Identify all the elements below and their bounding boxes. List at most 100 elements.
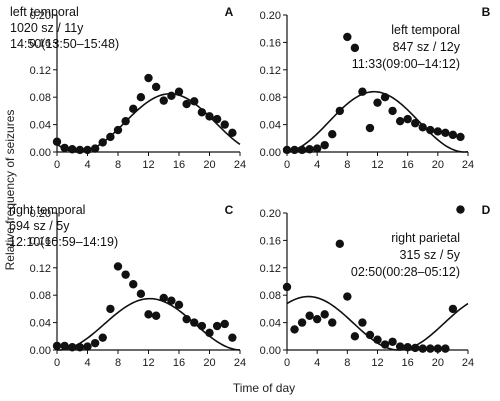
y-tick-label: 0.20 [30,10,51,22]
panel-letter: A [225,5,234,19]
data-point [358,318,367,327]
fit-curve [56,92,241,153]
x-tick-label: 20 [203,357,215,369]
y-tick-label: 0.00 [30,345,51,357]
data-point [456,132,465,142]
panel-annotation: left temporal [10,5,79,19]
data-point [282,145,292,155]
x-tick-label: 24 [462,357,474,369]
panel-annotation: 694 sz / 5y [9,219,70,233]
data-point [106,132,115,142]
data-point [129,104,138,114]
x-tick-label: 12 [371,159,383,171]
data-point [205,328,214,338]
data-point [83,342,92,351]
data-point [456,205,465,214]
data-point [312,144,322,153]
data-point [136,93,146,102]
data-point [343,292,352,301]
data-point [335,239,344,249]
data-point [426,344,435,353]
data-point [98,333,107,342]
data-point [197,108,207,117]
data-point [167,91,176,101]
data-point [411,119,420,128]
data-point [418,344,427,353]
data-point [83,145,92,155]
data-point [121,270,130,279]
panel-d: 0.00 0.04 0.08 0.12 0.16 0.20 0 4 8 12 16 20 24 right… [260,203,491,369]
panel-annotation: 14:50(13:50–15:48) [10,37,119,51]
x-tick-label: 20 [203,159,215,171]
data-point [388,337,397,346]
data-point [448,304,458,314]
data-point [159,293,168,303]
y-tick-label: 0.12 [30,65,51,77]
data-point [411,343,420,353]
data-point [212,114,222,124]
y-tick-label: 0.16 [30,235,51,247]
data-point [350,43,360,53]
data-point [312,314,322,324]
x-tick-label: 8 [115,159,121,171]
data-point [328,318,337,327]
y-tick-label: 0.04 [260,120,281,132]
x-tick-label: 0 [284,159,290,171]
data-point [358,87,367,96]
data-point [90,338,100,348]
x-tick-label: 0 [284,357,290,369]
data-point [365,123,375,133]
data-point [228,333,237,342]
data-point [190,318,199,327]
x-tick-label: 16 [173,357,185,369]
data-point [60,341,69,351]
data-point [335,106,344,116]
x-tick-label: 0 [54,357,60,369]
y-tick-label: 0.20 [260,208,281,220]
data-point [121,116,130,126]
data-point [174,300,184,309]
y-tick-label: 0.16 [30,37,51,49]
data-point [228,128,237,138]
data-point [388,106,397,116]
data-point [52,341,62,351]
data-point [328,129,337,139]
x-tick-label: 4 [314,159,320,171]
data-point [197,321,207,331]
y-tick-label: 0.00 [260,147,281,159]
data-point [182,314,191,324]
x-tick-label: 8 [344,357,350,369]
data-point [290,145,299,155]
data-point [75,343,85,352]
panel-annotation: 12:10(10:59–14:19) [9,235,118,249]
data-point [282,282,292,292]
data-point [212,321,222,331]
data-point [174,87,184,96]
y-tick-label: 0.04 [30,318,51,330]
x-tick-label: 8 [115,357,121,369]
data-point [68,145,77,154]
y-tick-label: 0.16 [260,235,281,247]
data-point [365,330,375,340]
data-point [380,340,390,349]
y-tick-label: 0.00 [260,345,281,357]
fit-curve [286,90,469,153]
data-point [151,82,161,92]
data-point [151,311,161,320]
data-point [403,343,412,352]
y-tick-label: 0.08 [260,290,281,302]
x-tick-label: 4 [314,357,320,369]
data-point [305,311,314,320]
data-point [167,296,176,305]
x-tick-label: 4 [84,159,90,171]
data-point [75,145,85,155]
panel-letter: C [225,203,234,217]
data-point [182,99,191,109]
data-point [433,127,443,136]
x-tick-label: 16 [402,159,414,171]
data-point [90,144,100,153]
data-point [448,130,458,140]
data-point [320,310,329,319]
panel-annotation: 847 sz / 12y [393,40,461,54]
y-tick-label: 0.20 [30,208,51,220]
